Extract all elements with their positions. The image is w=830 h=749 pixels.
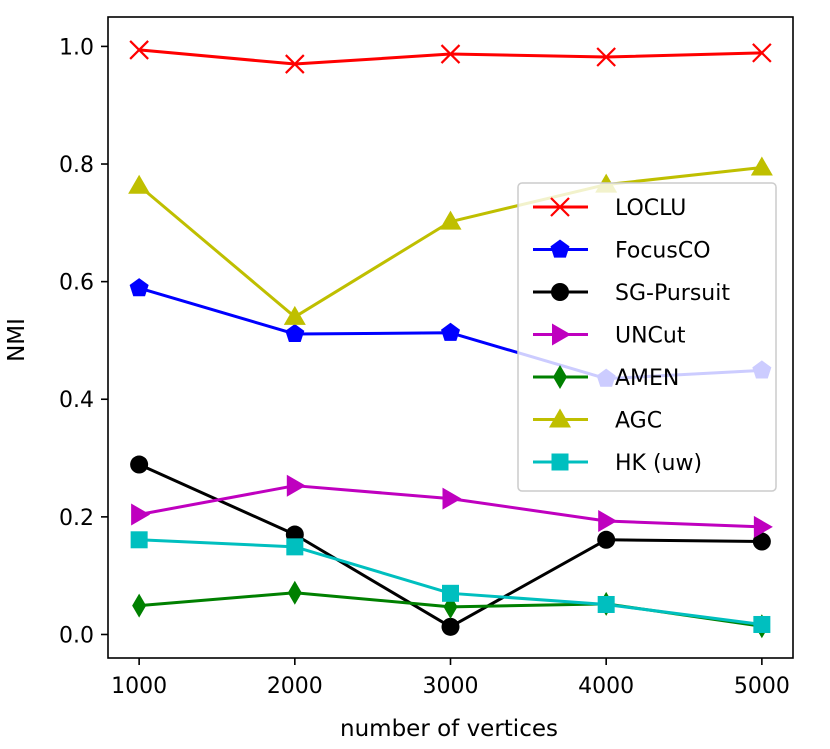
data-point: [441, 617, 460, 636]
data-point: [752, 43, 772, 63]
data-point: [128, 174, 151, 194]
legend-box: [517, 182, 777, 492]
legend-label: LOCLU: [615, 196, 686, 221]
data-point: [442, 584, 459, 602]
legend-marker: [551, 283, 569, 301]
legend: LOCLU FocusCO SG-Pursuit UNCut AMEN AGC HK (uw…: [517, 182, 777, 492]
series-line: [139, 48, 762, 66]
axes: 1000 2000 3000 4000 5000 0.0 0.2 0.4 0.6 0.8 1.0: [59, 16, 794, 699]
series-loclu: [129, 40, 772, 74]
data-point: [752, 532, 771, 551]
legend-marker: [550, 239, 570, 258]
data-point: [131, 503, 151, 526]
data-point: [598, 509, 618, 532]
legend-label: UNCut: [615, 324, 686, 349]
y-tick-label: 0.8: [59, 153, 94, 178]
y-axis-label: NMI: [4, 318, 30, 362]
legend-label: AGC: [615, 409, 662, 434]
x-tick-label: 1000: [111, 674, 167, 699]
x-tick-label: 4000: [578, 674, 634, 699]
y-tick-label: 1.0: [59, 35, 94, 60]
data-point: [129, 40, 149, 60]
data-point: [285, 323, 305, 343]
data-point: [132, 593, 147, 618]
legend-marker: [552, 323, 571, 346]
data-point: [130, 531, 148, 549]
data-point: [440, 44, 461, 64]
legend-item: AGC: [533, 408, 662, 434]
data-point: [440, 322, 461, 341]
data-point: [597, 595, 615, 613]
x-tick-label: 2000: [267, 674, 323, 699]
series-sg-pursuit: [130, 455, 771, 636]
legend-label: FocusCO: [615, 239, 711, 264]
data-point: [442, 487, 462, 510]
legend-item: LOCLU: [533, 196, 686, 221]
series-hk-uw: [130, 531, 771, 633]
data-point: [286, 538, 304, 556]
legend-marker: [553, 365, 567, 389]
legend-item: HK (uw): [533, 451, 702, 476]
x-tick-label: 5000: [734, 674, 790, 699]
legend-item: AMEN: [533, 365, 679, 391]
data-point: [285, 54, 305, 74]
y-tick-label: 0.0: [59, 623, 94, 648]
legend-label: SG-Pursuit: [615, 281, 730, 306]
legend-label: AMEN: [615, 366, 679, 391]
legend-label: HK (uw): [615, 451, 702, 476]
data-point: [750, 156, 773, 176]
x-tick-label: 3000: [423, 674, 479, 699]
data-point: [283, 305, 306, 325]
legend-item: FocusCO: [533, 239, 711, 264]
y-tick-label: 0.4: [59, 388, 94, 413]
data-point: [286, 474, 306, 497]
series-uncut: [131, 474, 773, 538]
data-point: [129, 278, 149, 297]
legend-item: SG-Pursuit: [533, 281, 730, 306]
data-point: [439, 210, 462, 230]
y-tick-label: 0.6: [59, 271, 94, 296]
legend-marker: [550, 197, 570, 217]
data-point: [287, 580, 302, 605]
data-point: [596, 47, 616, 67]
data-point: [130, 455, 149, 474]
y-tick-label: 0.2: [59, 506, 94, 531]
data-point: [753, 515, 773, 538]
data-point: [597, 530, 616, 549]
data-point: [753, 615, 771, 633]
x-axis-label: number of vertices: [340, 716, 558, 742]
legend-marker: [551, 453, 569, 471]
legend-item: UNCut: [533, 323, 686, 349]
legend-marker: [549, 408, 571, 428]
